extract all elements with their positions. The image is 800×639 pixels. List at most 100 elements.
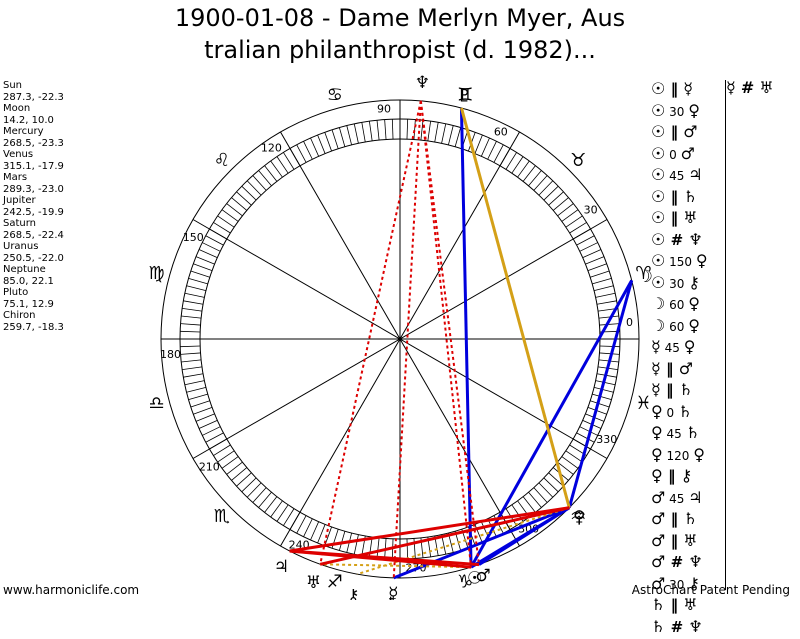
degree-tick: [331, 129, 339, 149]
aspect-line: [567, 279, 634, 509]
degree-tick: [543, 185, 559, 201]
degree-tick: [184, 380, 205, 386]
planet-position-uranus: 250.5, -22.0: [3, 252, 64, 264]
zodiac-glyph: ♓: [635, 393, 651, 414]
degree-tick: [406, 538, 409, 559]
planet-name-pluto: Pluto: [3, 287, 29, 298]
zodiac-glyph: ♑: [457, 571, 473, 592]
degree-label: 120: [261, 141, 282, 154]
aspect-symbol: 30: [665, 104, 689, 119]
aspect-line: [478, 506, 571, 566]
degree-tick: [213, 222, 231, 234]
degree-tick: [270, 500, 283, 518]
aspect-symbol: ‖: [665, 209, 684, 227]
degree-tick: [587, 263, 607, 271]
degree-tick: [181, 315, 202, 319]
aspect-grid-row: ☉ 30 ⚷: [651, 272, 708, 294]
aspect-grid-row: ☽ 60 ♀: [651, 293, 708, 315]
degree-tick: [538, 482, 554, 498]
degree-tick: [361, 122, 366, 143]
degree-tick: [205, 235, 224, 246]
planet-glyph-mars: ♂: [475, 566, 490, 586]
degree-tick: [552, 197, 569, 211]
aspect-planet-b: ♅: [683, 208, 698, 227]
aspect-symbol: 30: [665, 577, 689, 592]
aspect-symbol: ‖: [665, 510, 684, 528]
degree-tick: [565, 450, 583, 463]
aspect-symbol: ‖: [665, 123, 684, 141]
planet-glyph-venus: ♀: [573, 508, 585, 528]
aspect-symbol: ‖: [662, 467, 681, 485]
degree-tick: [310, 521, 320, 541]
aspect-planet-a: ☉: [651, 251, 666, 270]
degree-tick: [533, 487, 548, 503]
degree-tick: [565, 215, 583, 228]
aspect-planet-a: ☽: [651, 294, 666, 313]
degree-label: 30: [584, 203, 598, 216]
aspect-grid-row: ♂ ‖ ♄: [651, 508, 708, 530]
aspect-grid-row: ♂ 30 ⚷: [651, 573, 708, 595]
degree-tick: [296, 144, 307, 163]
aspect-symbol: ‖: [665, 187, 684, 206]
degree-tick: [561, 209, 579, 222]
top-right-aspect-a: ☿: [726, 78, 736, 97]
planet-glyph-sun: ☉: [467, 569, 482, 589]
aspect-grid-row: ☉ 30 ♀: [651, 100, 708, 122]
aspect-symbol: ‖: [660, 381, 679, 399]
aspect-planet-b: ♀: [688, 315, 700, 335]
aspect-symbol: 45: [665, 169, 689, 183]
degree-tick: [595, 380, 616, 386]
degree-tick: [576, 235, 595, 246]
degree-tick: [593, 386, 614, 393]
planet-name-venus: Venus: [3, 149, 34, 160]
aspect-grid-row: ♄ # ♆: [651, 616, 708, 638]
degree-tick: [310, 137, 320, 157]
degree-tick: [368, 121, 373, 142]
zodiac-glyph: ♏: [214, 506, 230, 527]
aspect-planet-b: ♃: [688, 165, 703, 184]
footer-website: www.harmoniclife.com: [3, 583, 140, 597]
degree-tick: [548, 191, 564, 206]
aspect-planet-a: ☉: [651, 186, 666, 206]
planet-glyph-uranus: ♅: [306, 573, 321, 593]
aspect-line: [319, 506, 570, 566]
degree-tick: [548, 472, 564, 487]
degree-tick: [276, 504, 289, 522]
degree-tick: [376, 120, 380, 141]
degree-tick: [202, 426, 221, 436]
degree-tick: [283, 152, 295, 170]
aspect-planet-b: ♆: [688, 616, 703, 636]
aspect-planet-a: ♀: [651, 466, 663, 485]
aspect-planet-b: ♆: [688, 229, 703, 249]
planet-position-neptune: 85.0, 22.1: [3, 275, 54, 287]
aspect-symbol: 45: [660, 341, 684, 355]
aspect-planet-a: ☿: [651, 358, 661, 378]
aspect-line: [356, 506, 570, 576]
aspect-planet-b: ♄: [678, 380, 694, 399]
planet-glyph-moon: ☽: [638, 267, 653, 287]
degree-tick: [590, 270, 610, 278]
top-right-aspect-symbol: #: [740, 78, 755, 97]
aspect-planet-a: ♂: [651, 552, 666, 571]
zodiac-glyph: ♉: [570, 150, 586, 171]
degree-tick: [198, 249, 218, 259]
aspect-grid: ☉ ‖ ☿ ☉ 30 ♀ ☉ ‖ ♂ ☉ 0 ♂ ☉ 45 ♃ ☉ ‖ ♄ ☉ ‖ ♅ ☉ #…: [651, 78, 708, 637]
degree-label: 210: [199, 461, 220, 474]
degree-tick: [599, 352, 620, 355]
degree-tick: [590, 400, 610, 408]
zodiac-glyph: ♈: [635, 263, 651, 284]
degree-tick: [511, 156, 524, 174]
aspect-grid-divider: [725, 80, 726, 590]
degree-tick: [195, 413, 215, 422]
degree-tick: [205, 432, 224, 443]
degree-tick: [528, 491, 542, 508]
degree-tick: [522, 496, 536, 513]
planet-position-mars: 289.3, -23.0: [3, 183, 64, 195]
degree-tick: [543, 477, 559, 493]
degree-tick: [180, 323, 201, 326]
aspect-grid-row: ☿ 45 ♀: [651, 336, 708, 358]
degree-tick: [226, 461, 243, 475]
aspect-symbol: 0: [665, 147, 681, 162]
degree-tick: [406, 119, 409, 140]
degree-tick: [384, 119, 387, 140]
